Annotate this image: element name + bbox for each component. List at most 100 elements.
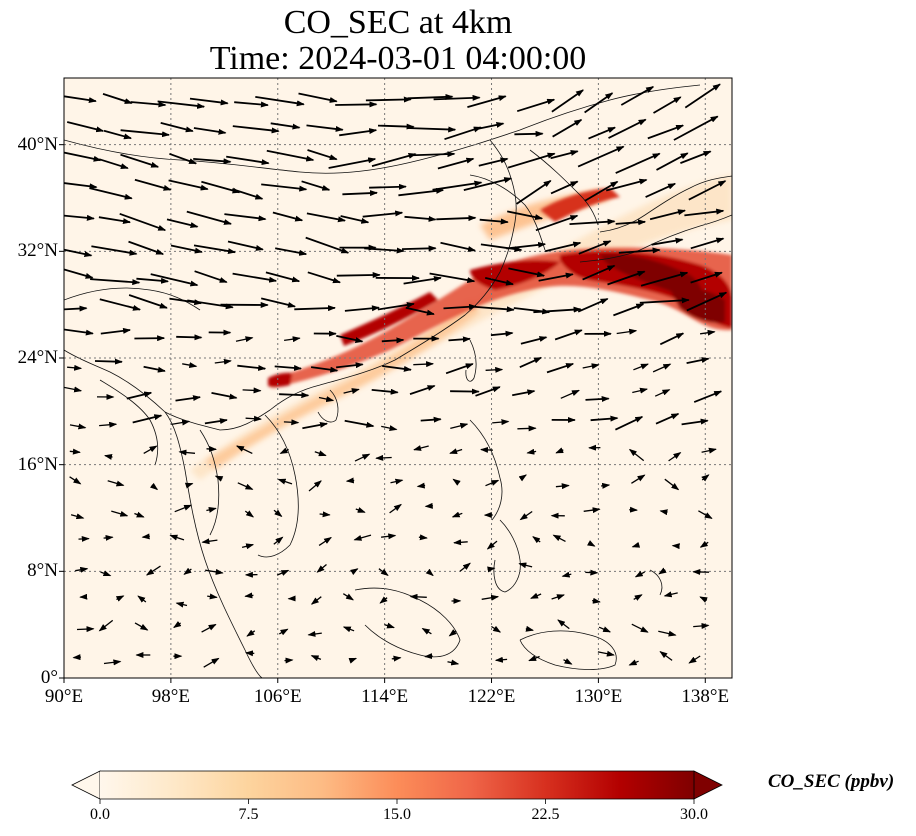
wind-arrow: [552, 534, 566, 542]
colorbar-label: CO_SEC (ppbv): [768, 771, 895, 792]
wind-arrow: [99, 298, 141, 311]
wind-arrow: [645, 182, 677, 198]
wind-arrow: [64, 305, 88, 312]
wind-arrow: [408, 151, 456, 158]
wind-arrow: [418, 534, 428, 541]
wind-arrow: [102, 93, 133, 105]
wind-arrow: [78, 535, 90, 542]
wind-arrow: [126, 391, 153, 400]
wind-arrow: [401, 245, 437, 252]
wind-arrow: [143, 445, 158, 454]
wind-arrow: [175, 395, 201, 402]
wind-arrow: [535, 214, 579, 232]
wind-arrow: [340, 215, 370, 224]
wind-arrow: [91, 245, 138, 256]
wind-arrow: [115, 595, 125, 602]
wind-arrow: [205, 568, 224, 575]
wind-arrow: [693, 622, 710, 629]
wind-arrow: [170, 244, 203, 254]
wind-arrow: [67, 364, 83, 371]
wind-arrow: [598, 626, 612, 633]
lat-tick-label: 0°: [40, 667, 58, 688]
wind-arrow: [416, 482, 426, 489]
wind-arrow: [487, 566, 496, 573]
wind-arrow: [306, 124, 344, 132]
wind-arrow: [659, 509, 668, 516]
coastlines: [64, 84, 732, 678]
wind-arrow: [444, 126, 482, 141]
wind-arrow: [686, 291, 728, 312]
wind-arrow: [459, 562, 471, 572]
wind-arrow: [688, 655, 701, 664]
wind-arrow: [448, 336, 471, 343]
wind-arrow: [141, 533, 150, 540]
wind-arrow: [64, 248, 93, 257]
wind-arrow: [699, 540, 709, 548]
wind-arrow: [375, 454, 392, 461]
wind-arrow: [420, 416, 442, 423]
wind-arrow: [277, 478, 293, 485]
wind-arrow: [494, 656, 508, 663]
wind-arrow: [193, 158, 232, 165]
wind-arrow: [279, 447, 289, 454]
wind-arrow: [149, 482, 159, 491]
wind-arrow: [234, 101, 269, 108]
wind-arrow: [673, 115, 719, 141]
wind-arrow: [475, 386, 501, 397]
wind-arrow: [398, 187, 445, 197]
wind-arrow: [413, 445, 429, 451]
wind-arrow: [64, 151, 102, 162]
wind-arrow: [640, 271, 689, 287]
wind-arrow: [64, 386, 83, 393]
wind-arrow: [588, 126, 616, 140]
wind-arrow: [684, 83, 721, 109]
wind-arrow: [525, 625, 534, 632]
wind-arrow: [182, 362, 198, 369]
wind-arrow: [382, 365, 412, 372]
wind-arrow: [194, 270, 228, 284]
wind-arrow: [160, 122, 194, 133]
wind-arrow: [242, 387, 262, 394]
wind-arrow: [528, 655, 540, 662]
lat-tick-label: 40°N: [17, 133, 58, 155]
wind-arrow: [519, 356, 543, 369]
wind-arrow: [336, 272, 381, 279]
wind-arrow: [245, 650, 255, 657]
wind-arrow: [201, 623, 217, 633]
wind-arrow: [618, 247, 661, 254]
wind-arrow: [104, 454, 113, 460]
wind-arrow: [512, 389, 536, 397]
wind-arrow: [276, 569, 290, 576]
wind-arrow: [633, 363, 649, 371]
wind-arrow: [307, 271, 341, 284]
wind-arrow: [103, 659, 122, 666]
wind-arrow: [176, 334, 203, 341]
wind-arrow: [184, 482, 194, 489]
wind-arrow: [377, 123, 415, 130]
wind-arrow: [663, 591, 678, 598]
wind-arrow: [658, 567, 667, 575]
wind-arrow: [671, 543, 680, 550]
wind-arrow: [72, 654, 81, 661]
wind-arrow: [656, 152, 689, 171]
wind-arrow: [409, 593, 427, 600]
wind-arrow: [597, 650, 615, 657]
wind-arrow: [404, 215, 437, 222]
wind-arrow: [266, 149, 315, 162]
wind-arrow: [314, 450, 327, 457]
wind-arrow: [369, 183, 407, 190]
wind-arrow: [76, 626, 95, 633]
lon-tick-label: 90°E: [44, 686, 84, 707]
wind-arrow: [688, 180, 727, 201]
wind-arrow: [98, 158, 129, 170]
wind-arrow: [424, 653, 433, 660]
wind-arrow: [171, 419, 191, 426]
wind-arrow: [143, 365, 166, 373]
wind-arrow: [451, 511, 463, 518]
wind-arrow: [591, 597, 601, 604]
wind-arrow: [491, 625, 502, 633]
wind-arrow: [371, 388, 399, 395]
wind-arrow: [137, 595, 147, 603]
wind-arrow: [652, 363, 672, 373]
wind-arrow: [699, 596, 708, 603]
